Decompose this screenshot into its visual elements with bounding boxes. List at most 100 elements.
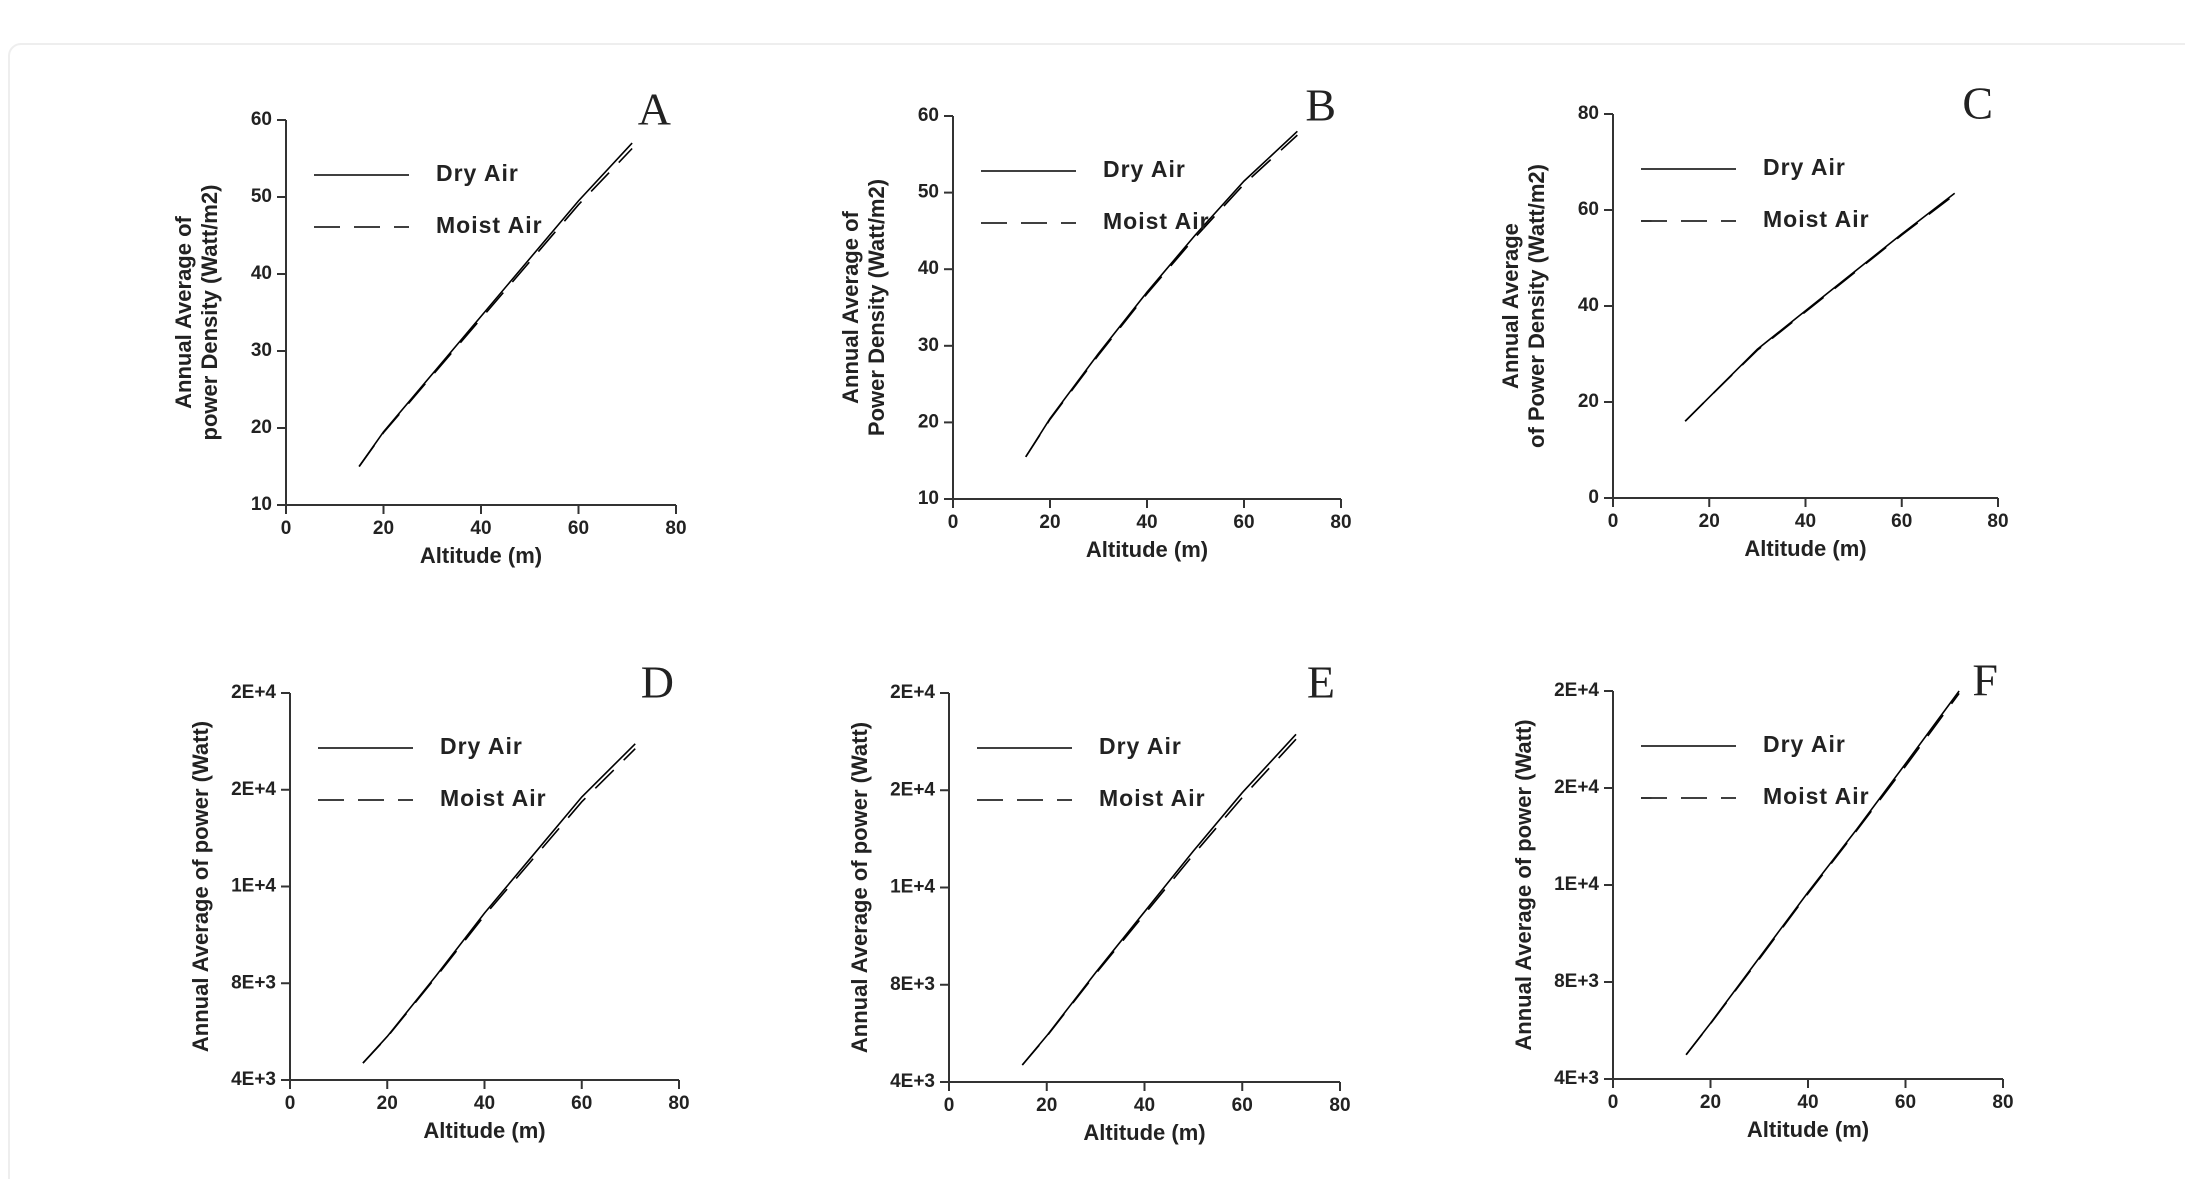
legend-label: Moist Air	[1763, 206, 1870, 232]
panel-letter: A	[638, 84, 671, 135]
x-tick-label: 20	[1036, 1095, 1057, 1116]
x-tick-label: 0	[1608, 511, 1619, 532]
x-tick-label: 80	[665, 518, 686, 539]
y-tick-label: 40	[251, 263, 272, 284]
legend-label: Moist Air	[436, 212, 543, 238]
y-axis-label: Annual Average of power (Watt)	[847, 722, 872, 1053]
y-axis-label: of Power Density (Watt/m2)	[1524, 164, 1549, 448]
x-tick-label: 40	[474, 1093, 495, 1114]
legend-label: Moist Air	[1763, 783, 1870, 809]
y-tick-label: 2E+4	[1554, 680, 1599, 701]
legend-label: Dry Air	[1763, 731, 1846, 757]
y-tick-label: 20	[918, 411, 939, 432]
y-tick-label: 40	[1578, 295, 1599, 316]
x-tick-label: 60	[1895, 1092, 1916, 1113]
y-tick-label: 8E+3	[890, 974, 935, 995]
legend-label: Moist Air	[440, 785, 547, 811]
x-axis-label: Altitude (m)	[423, 1118, 545, 1143]
y-tick-label: 30	[918, 335, 939, 356]
data-line	[1021, 733, 1297, 1066]
legend-label: Dry Air	[1103, 156, 1186, 182]
y-tick-label: 10	[918, 488, 939, 509]
legend-label: Dry Air	[1099, 733, 1182, 759]
y-tick-label: 60	[1578, 199, 1599, 220]
y-tick-label: 1E+4	[890, 877, 935, 898]
x-tick-label: 80	[1330, 512, 1351, 533]
y-tick-label: 60	[918, 105, 939, 126]
x-tick-label: 60	[1233, 512, 1254, 533]
x-tick-label: 40	[1797, 1092, 1818, 1113]
y-tick-label: 2E+4	[890, 682, 935, 703]
x-tick-label: 0	[281, 518, 292, 539]
x-axis-label: Altitude (m)	[1747, 1117, 1869, 1142]
x-tick-label: 80	[668, 1093, 689, 1114]
y-tick-label: 2E+4	[890, 779, 935, 800]
y-axis-label: Power Density (Watt/m2)	[864, 179, 889, 436]
x-axis-label: Altitude (m)	[420, 543, 542, 568]
y-tick-label: 30	[251, 340, 272, 361]
x-tick-label: 40	[1134, 1095, 1155, 1116]
x-tick-label: 80	[1329, 1095, 1350, 1116]
y-tick-label: 4E+3	[890, 1071, 935, 1092]
y-tick-label: 1E+4	[231, 876, 276, 897]
x-tick-label: 40	[470, 518, 491, 539]
y-tick-label: 0	[1588, 487, 1599, 508]
legend-label: Dry Air	[440, 733, 523, 759]
legend-label: Dry Air	[436, 160, 519, 186]
x-tick-label: 80	[1987, 511, 2008, 532]
data-line	[362, 743, 636, 1064]
data-line	[358, 147, 633, 467]
y-tick-label: 10	[251, 494, 272, 515]
y-axis-label: Annual Average of power (Watt)	[1511, 719, 1536, 1050]
data-line	[1685, 692, 1960, 1056]
data-line	[1684, 194, 1956, 422]
y-axis-label: Annual Average of	[838, 210, 863, 403]
y-tick-label: 20	[251, 417, 272, 438]
y-axis-label: Annual Average of power (Watt)	[188, 721, 213, 1052]
legend-label: Dry Air	[1763, 154, 1846, 180]
x-tick-label: 20	[1039, 512, 1060, 533]
y-tick-label: 40	[918, 258, 939, 279]
x-axis-label: Altitude (m)	[1083, 1120, 1205, 1145]
y-axis-label: Annual Average	[1498, 223, 1523, 389]
x-tick-label: 60	[1891, 511, 1912, 532]
y-tick-label: 20	[1578, 391, 1599, 412]
x-tick-label: 40	[1136, 512, 1157, 533]
x-tick-label: 80	[1992, 1092, 2013, 1113]
x-tick-label: 40	[1795, 511, 1816, 532]
y-tick-label: 4E+3	[231, 1069, 276, 1090]
x-tick-label: 20	[1699, 511, 1720, 532]
panel-letter: D	[641, 657, 674, 708]
y-tick-label: 1E+4	[1554, 874, 1599, 895]
y-tick-label: 8E+3	[1554, 971, 1599, 992]
y-tick-label: 60	[251, 109, 272, 130]
y-tick-label: 2E+4	[231, 779, 276, 800]
x-tick-label: 0	[948, 512, 959, 533]
legend-label: Moist Air	[1103, 208, 1210, 234]
x-tick-label: 60	[568, 518, 589, 539]
y-tick-label: 50	[251, 186, 272, 207]
panel-letter: B	[1305, 80, 1336, 131]
panel-letter: F	[1972, 655, 1998, 706]
y-tick-label: 80	[1578, 103, 1599, 124]
y-axis-label: Annual Average of	[171, 215, 196, 408]
y-tick-label: 4E+3	[1554, 1068, 1599, 1089]
x-axis-label: Altitude (m)	[1744, 536, 1866, 561]
y-axis-label: power Density (Watt/m2)	[197, 185, 222, 441]
x-tick-label: 0	[944, 1095, 955, 1116]
y-tick-label: 2E+4	[231, 682, 276, 703]
x-tick-label: 60	[571, 1093, 592, 1114]
y-tick-label: 50	[918, 182, 939, 203]
x-tick-label: 60	[1232, 1095, 1253, 1116]
x-tick-label: 20	[377, 1093, 398, 1114]
x-axis-label: Altitude (m)	[1086, 537, 1208, 562]
x-tick-label: 0	[285, 1093, 296, 1114]
panel-letter: C	[1962, 78, 1993, 129]
x-tick-label: 20	[373, 518, 394, 539]
data-line	[1025, 134, 1298, 458]
panel-letter: E	[1307, 657, 1335, 708]
data-line	[362, 748, 636, 1064]
x-tick-label: 20	[1700, 1092, 1721, 1113]
y-tick-label: 2E+4	[1554, 777, 1599, 798]
